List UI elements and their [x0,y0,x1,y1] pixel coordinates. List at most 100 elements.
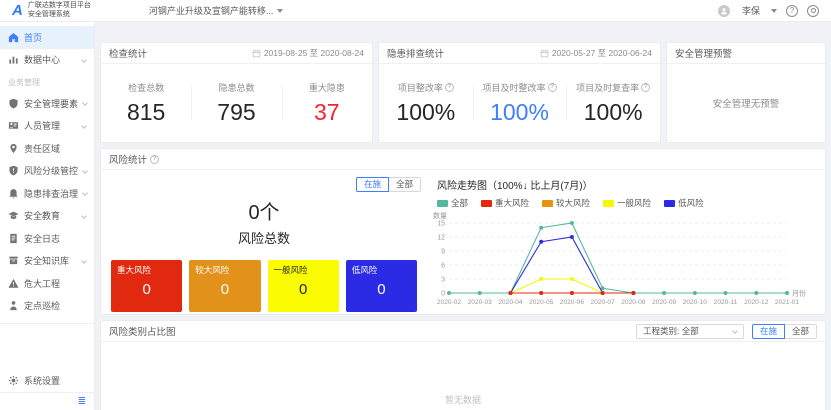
sidebar-item-patrol-person[interactable]: 定点巡检 [0,295,94,318]
risk-box-一般风险[interactable]: 一般风险 0 [267,260,339,312]
user-menu-chevron-icon[interactable] [771,8,777,13]
stats-row-cards: 检查统计 2019-08-25 至 2020-08-24 检查总数 815 隐患总数… [100,42,826,143]
stat-item: 重大隐患 37 [281,81,372,126]
library-icon [8,255,19,266]
service-icon[interactable] [807,4,819,17]
risk-box-较大风险[interactable]: 较大风险 0 [189,260,261,312]
risk-stats-card: 风险统计 ? 在施 全部 0个 风险总数 重大风险 0 较大风险 0 一般风险 0 低风险 0… [100,148,826,315]
stat-value: 37 [314,98,340,125]
chevron-down-icon [81,122,87,129]
sidebar-nav: 首页 数据中心 业务管理 安全管理要素 人员管理 责任区域 风险分级管控 隐患排查治理 安全教育… [0,26,94,317]
sidebar-item-label: 隐患排查治理 [24,188,79,199]
risk-level-boxes: 重大风险 0 较大风险 0 一般风险 0 低风险 0 [111,260,417,312]
toggle-option-all[interactable]: 全部 [783,323,817,339]
product-title-line2: 安全管理系统 [27,10,70,18]
sidebar-item-label: 安全教育 [24,211,61,222]
hazard-date-range-text: 2020-05-27 至 2020-06-24 [551,48,652,58]
toggle-option-in-progress[interactable]: 在施 [355,177,389,192]
collapse-sidebar-icon[interactable]: ≣ [77,395,86,407]
user-icon [721,7,727,14]
sidebar-item-label: 风险分级管控 [24,166,79,177]
chevron-down-icon [82,100,88,107]
sidebar-item-id-card[interactable]: 人员管理 [0,115,94,138]
legend-item-较大风险[interactable]: 较大风险 [542,197,590,209]
risk-box-低风险[interactable]: 低风险 0 [345,260,417,312]
project-selector-label: 河钢产业升级及宣钢产能转移... [148,6,274,16]
legend-item-重大风险[interactable]: 重大风险 [481,197,529,209]
project-selector[interactable]: 河钢产业升级及宣钢产能转移... [149,4,284,17]
risk-trend-chart-container: 0 3 6 9 12 15 2020-02 2020-03 2020-04 2020-05 2020… [427,211,819,312]
shield-icon [8,98,19,109]
risk-shield-icon [8,165,19,176]
risk-scope-toggle: 在施 全部 [355,177,421,192]
inspection-card-title: 检查统计 [109,49,148,60]
legend-item-低风险[interactable]: 低风险 [664,197,704,209]
sidebar-item-education[interactable]: 安全教育 [0,205,94,228]
info-icon[interactable]: ? [150,154,160,164]
category-empty-state: 暂无数据 [444,395,481,405]
svg-text:数量: 数量 [433,211,447,220]
avatar[interactable] [717,4,730,17]
sidebar-item-settings[interactable]: 系统设置 [0,370,94,393]
toggle-option-all[interactable]: 全部 [387,177,421,192]
legend-label: 全部 [451,198,469,208]
stat-label-text: 项目及时整改率 [482,82,546,93]
category-card-title: 风险类别占比图 [109,327,176,338]
sidebar-item-label: 安全日志 [24,233,61,244]
sidebar-item-label: 数据中心 [24,55,61,66]
stat-label-text: 项目整改率 [397,82,443,93]
id-card-icon [8,120,19,131]
risk-box-重大风险[interactable]: 重大风险 0 [111,260,183,312]
sidebar-item-home[interactable]: 首页 [0,26,94,49]
svg-text:2020-09: 2020-09 [652,299,677,306]
legend-item-一般风险[interactable]: 一般风险 [603,197,651,209]
sidebar-item-bar-chart[interactable]: 数据中心 [0,49,94,72]
stat-value: 815 [126,98,166,125]
risk-trend-section: 风险走势图（100%↓ 比上月(7月)） 全部 重大风险 较大风险 一般风险 低风险 0… [427,170,825,314]
sidebar-item-risk-shield[interactable]: 风险分级管控 [0,160,94,183]
stat-item: 隐患总数 795 [191,81,281,126]
stat-item: 项目及时复查率? 100% [566,81,660,126]
risk-card-body: 在施 全部 0个 风险总数 重大风险 0 较大风险 0 一般风险 0 低风险 0 风险走势图（… [101,170,825,314]
risk-box-value: 0 [220,281,230,298]
info-icon[interactable]: ? [641,82,651,92]
sidebar-item-alarm[interactable]: 隐患排查治理 [0,182,94,205]
chevron-down-icon [82,167,88,174]
risk-box-label: 一般风险 [273,265,308,275]
inspection-date-range[interactable]: 2019-08-25 至 2020-08-24 [252,47,364,59]
svg-text:2021-01: 2021-01 [775,299,800,306]
sidebar-divider [0,323,94,324]
sidebar-item-label: 责任区域 [24,143,61,154]
stat-item: 检查总数 815 [101,81,191,126]
toggle-option-in-progress[interactable]: 在施 [751,323,785,339]
sidebar-item-journal[interactable]: 安全日志 [0,227,94,250]
sidebar-item-label: 人员管理 [24,121,61,132]
home-icon [8,32,19,43]
chevron-down-icon [732,328,738,334]
svg-text:15: 15 [437,221,445,228]
sidebar-item-warning-triangle[interactable]: 危大工程 [0,272,94,295]
user-name[interactable]: 李保 [741,6,760,16]
sidebar-item-library[interactable]: 安全知识库 [0,250,94,273]
info-icon[interactable]: ? [444,82,454,92]
risk-box-value: 0 [377,281,386,298]
legend-label: 低风险 [678,198,704,208]
project-type-select[interactable]: 工程类别: 全部 [635,323,744,339]
svg-text:0: 0 [441,291,445,298]
sidebar-item-shield[interactable]: 安全管理要素 [0,92,94,115]
help-icon[interactable]: ? [786,4,798,17]
svg-text:2020-03: 2020-03 [468,299,493,306]
stat-item: 项目及时整改率? 100% [472,81,567,126]
hazard-date-range[interactable]: 2020-05-27 至 2020-06-24 [540,47,652,59]
journal-icon [8,233,19,244]
info-icon[interactable]: ? [547,82,557,92]
legend-label: 较大风险 [556,198,591,208]
top-header: A 广联达数字项目平台 安全管理系统 河钢产业升级及宣钢产能转移... 李保 ? [0,0,831,22]
sidebar-item-map-pin[interactable]: 责任区域 [0,137,94,160]
hazard-stats-card: 隐患排查统计 2020-05-27 至 2020-06-24 项目整改率? 100… [378,42,661,143]
svg-text:2020-05: 2020-05 [529,299,554,306]
legend-item-全部[interactable]: 全部 [437,197,468,209]
risk-box-label: 低风险 [351,265,378,275]
hazard-card-header: 隐患排查统计 2020-05-27 至 2020-06-24 [379,43,660,64]
chevron-down-icon [81,212,87,219]
